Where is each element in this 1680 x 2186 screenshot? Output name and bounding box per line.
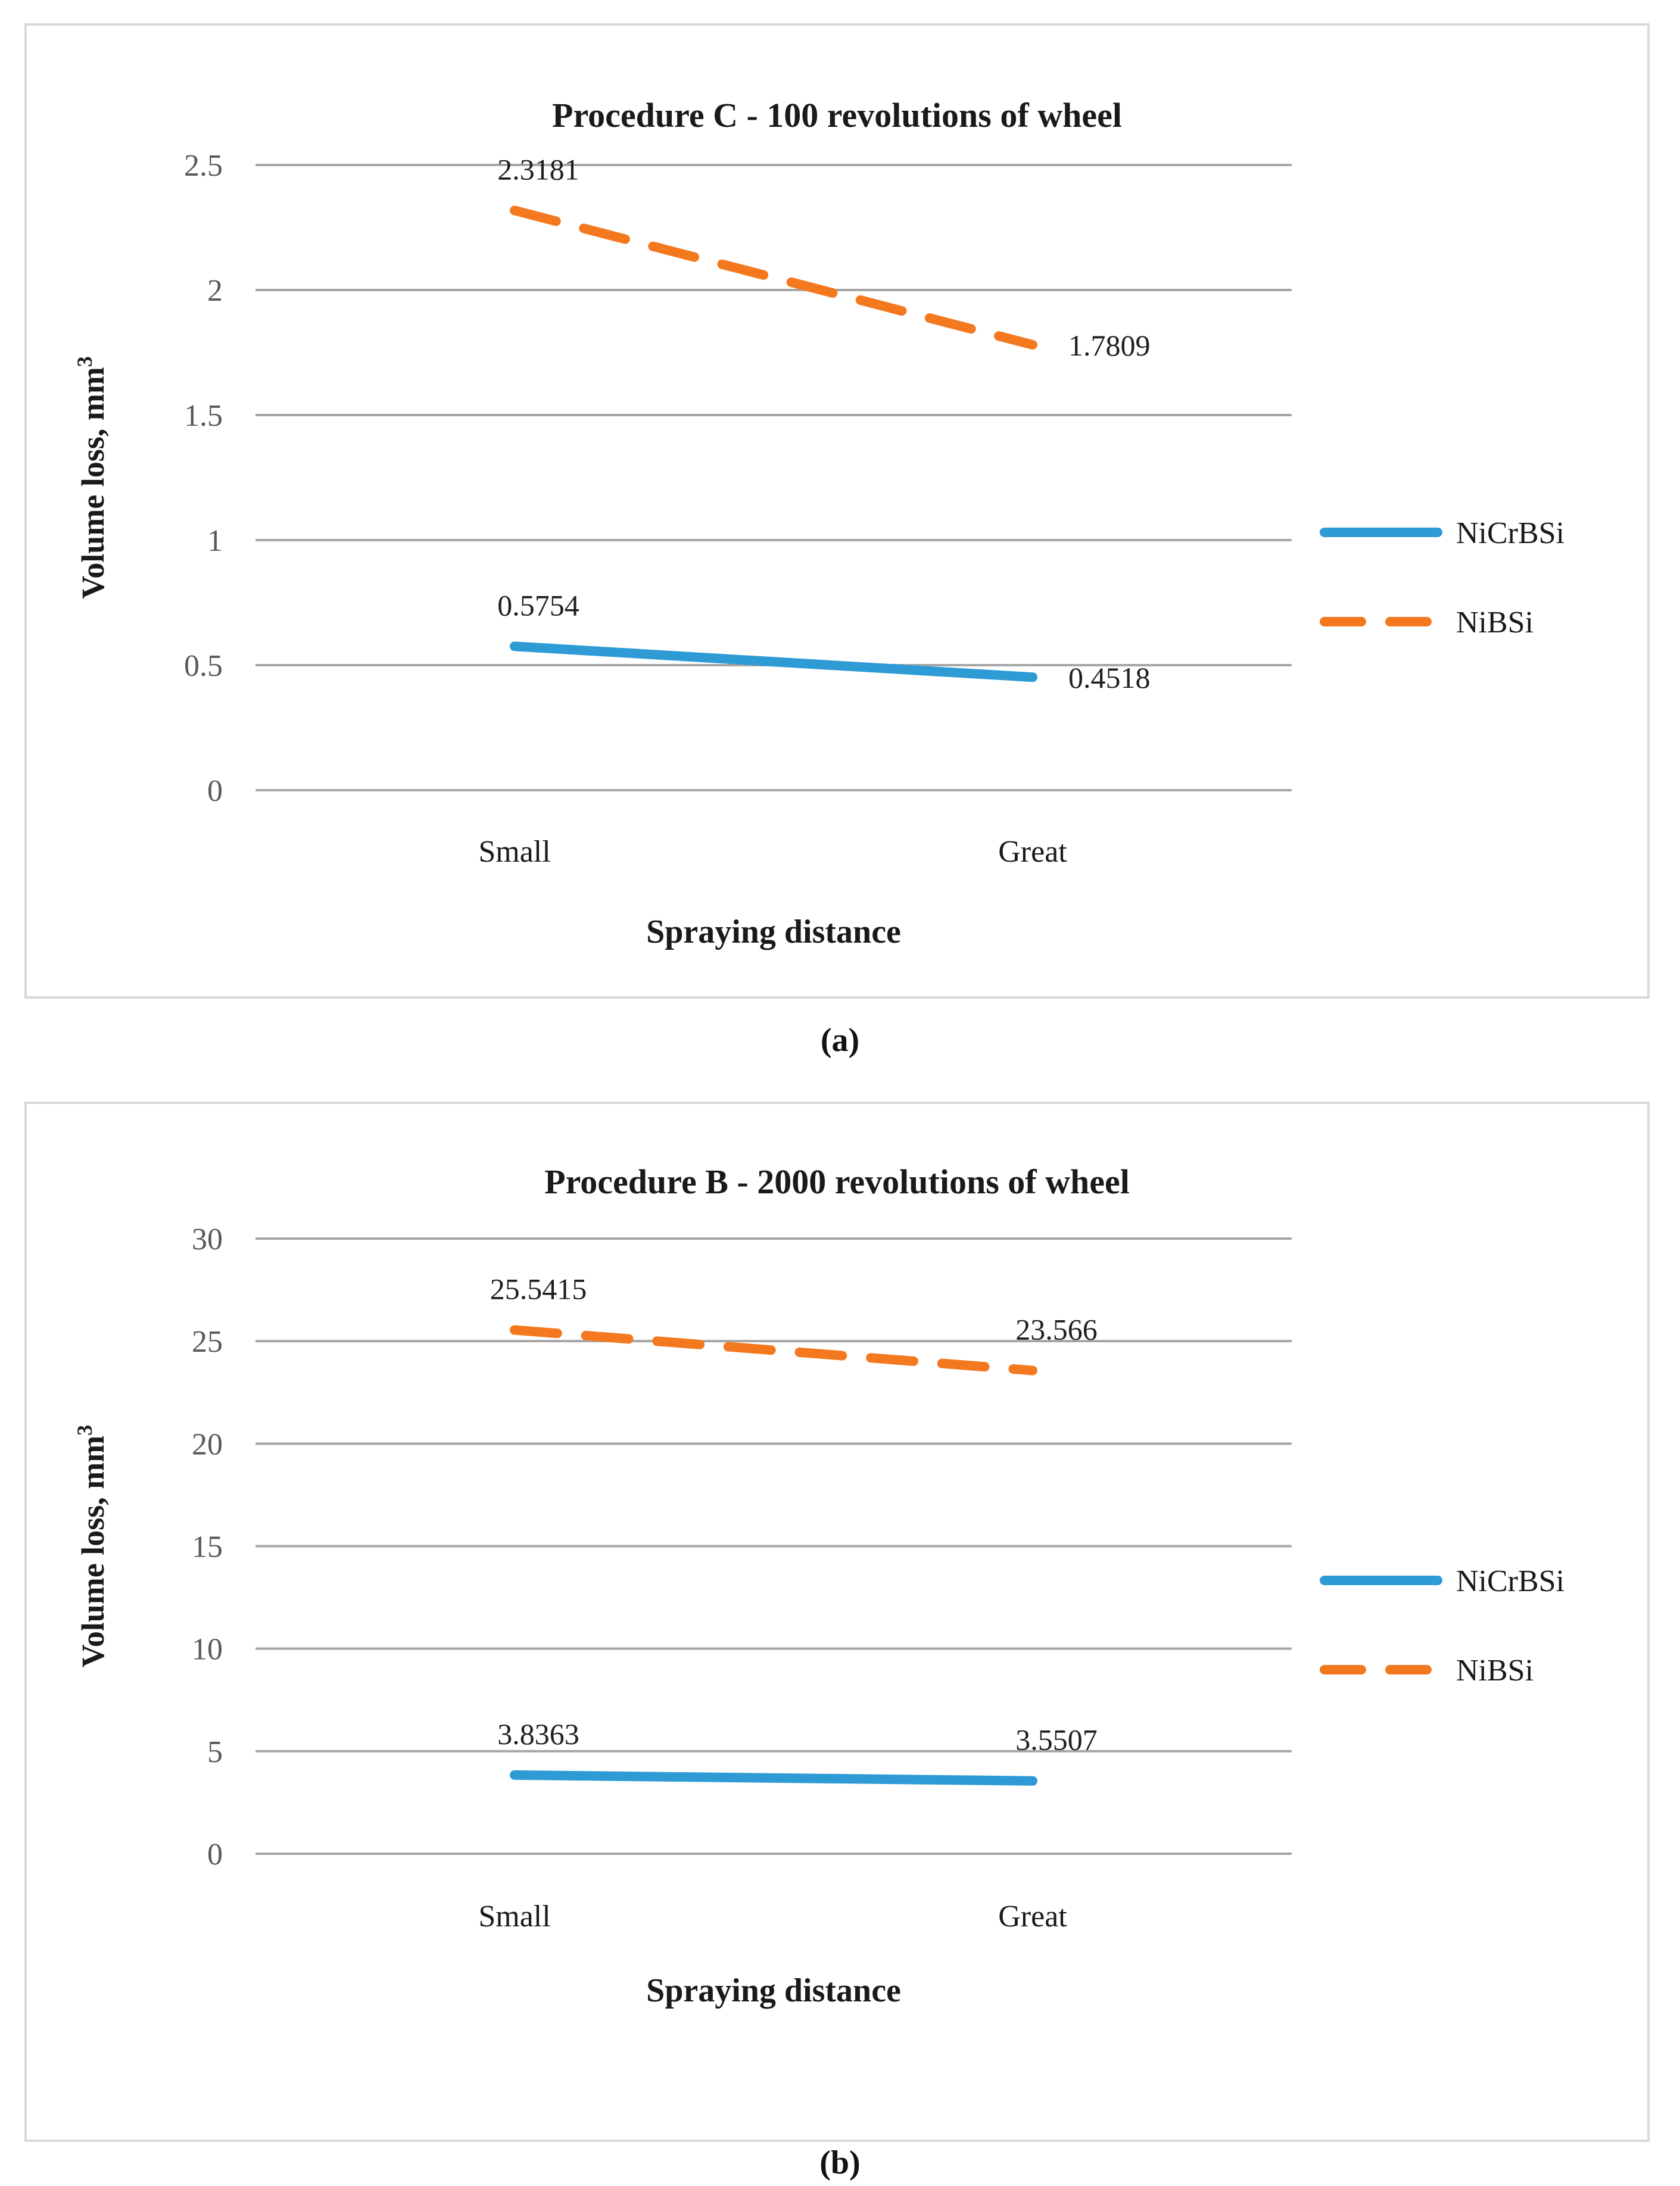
chart-title: Procedure C - 100 revolutions of wheel <box>552 96 1122 135</box>
y-tick-label: 1 <box>207 524 223 558</box>
legend-label: NiCrBSi <box>1456 516 1564 550</box>
data-label: 0.4518 <box>1068 661 1151 694</box>
chart-svg-a: 0 0.5 1 1.5 2 2.5 Procedure C - 100 revolution… <box>73 96 1564 950</box>
x-axis-title: Spraying distance <box>646 913 901 950</box>
y-tick-label: 20 <box>192 1427 223 1461</box>
y-tick-label: 0 <box>207 1838 223 1872</box>
x-tick-label: Small <box>478 1900 550 1934</box>
series-line-nicrbsi <box>510 1770 1037 1786</box>
y-tick-label: 2.5 <box>184 149 223 183</box>
legend-label: NiCrBSi <box>1456 1564 1564 1598</box>
y-tick-label: 2 <box>207 274 223 308</box>
chart-panel-b: 0 5 10 15 20 25 30 Procedure B - 2000 revolutio… <box>24 1102 1650 2142</box>
x-tick-label: Great <box>998 1900 1067 1934</box>
y-tick-label: 30 <box>192 1223 223 1256</box>
series-line-nibsi <box>510 1325 1037 1376</box>
y-tick-label: 0.5 <box>184 649 223 683</box>
series-line-nibsi <box>510 205 1037 350</box>
data-label: 2.3181 <box>497 152 579 186</box>
y-tick-label: 15 <box>192 1530 223 1564</box>
caption-b: (b) <box>819 2144 861 2181</box>
chart-title: Procedure B - 2000 revolutions of wheel <box>544 1162 1130 1201</box>
x-tick-label: Small <box>478 835 550 869</box>
data-label: 1.7809 <box>1068 329 1151 362</box>
y-tick-label: 1.5 <box>184 399 223 433</box>
legend-label: NiBSi <box>1456 1654 1533 1688</box>
y-tick-label: 10 <box>192 1633 223 1667</box>
legend-label: NiBSi <box>1456 606 1533 640</box>
y-tick-label: 5 <box>207 1735 223 1769</box>
y-axis-title: Volume loss, mm3 <box>73 1425 111 1668</box>
x-axis-title: Spraying distance <box>646 1972 901 2009</box>
data-label: 23.566 <box>1015 1313 1098 1346</box>
data-label: 3.8363 <box>497 1717 579 1751</box>
y-tick-label: 25 <box>192 1325 223 1359</box>
x-tick-label: Great <box>998 835 1067 869</box>
chart-panel-a: 0 0.5 1 1.5 2 2.5 Procedure C - 100 revolution… <box>24 23 1650 999</box>
caption-a: (a) <box>820 1022 860 1059</box>
data-label: 0.5754 <box>497 588 579 622</box>
y-axis-title: Volume loss, mm3 <box>73 356 111 599</box>
chart-svg-b: 0 5 10 15 20 25 30 Procedure B - 2000 revolutio… <box>73 1162 1564 2009</box>
data-label: 25.5415 <box>490 1273 587 1306</box>
series-line-nicrbsi <box>510 641 1037 682</box>
y-tick-label: 0 <box>207 774 223 808</box>
data-label: 3.5507 <box>1015 1723 1098 1757</box>
